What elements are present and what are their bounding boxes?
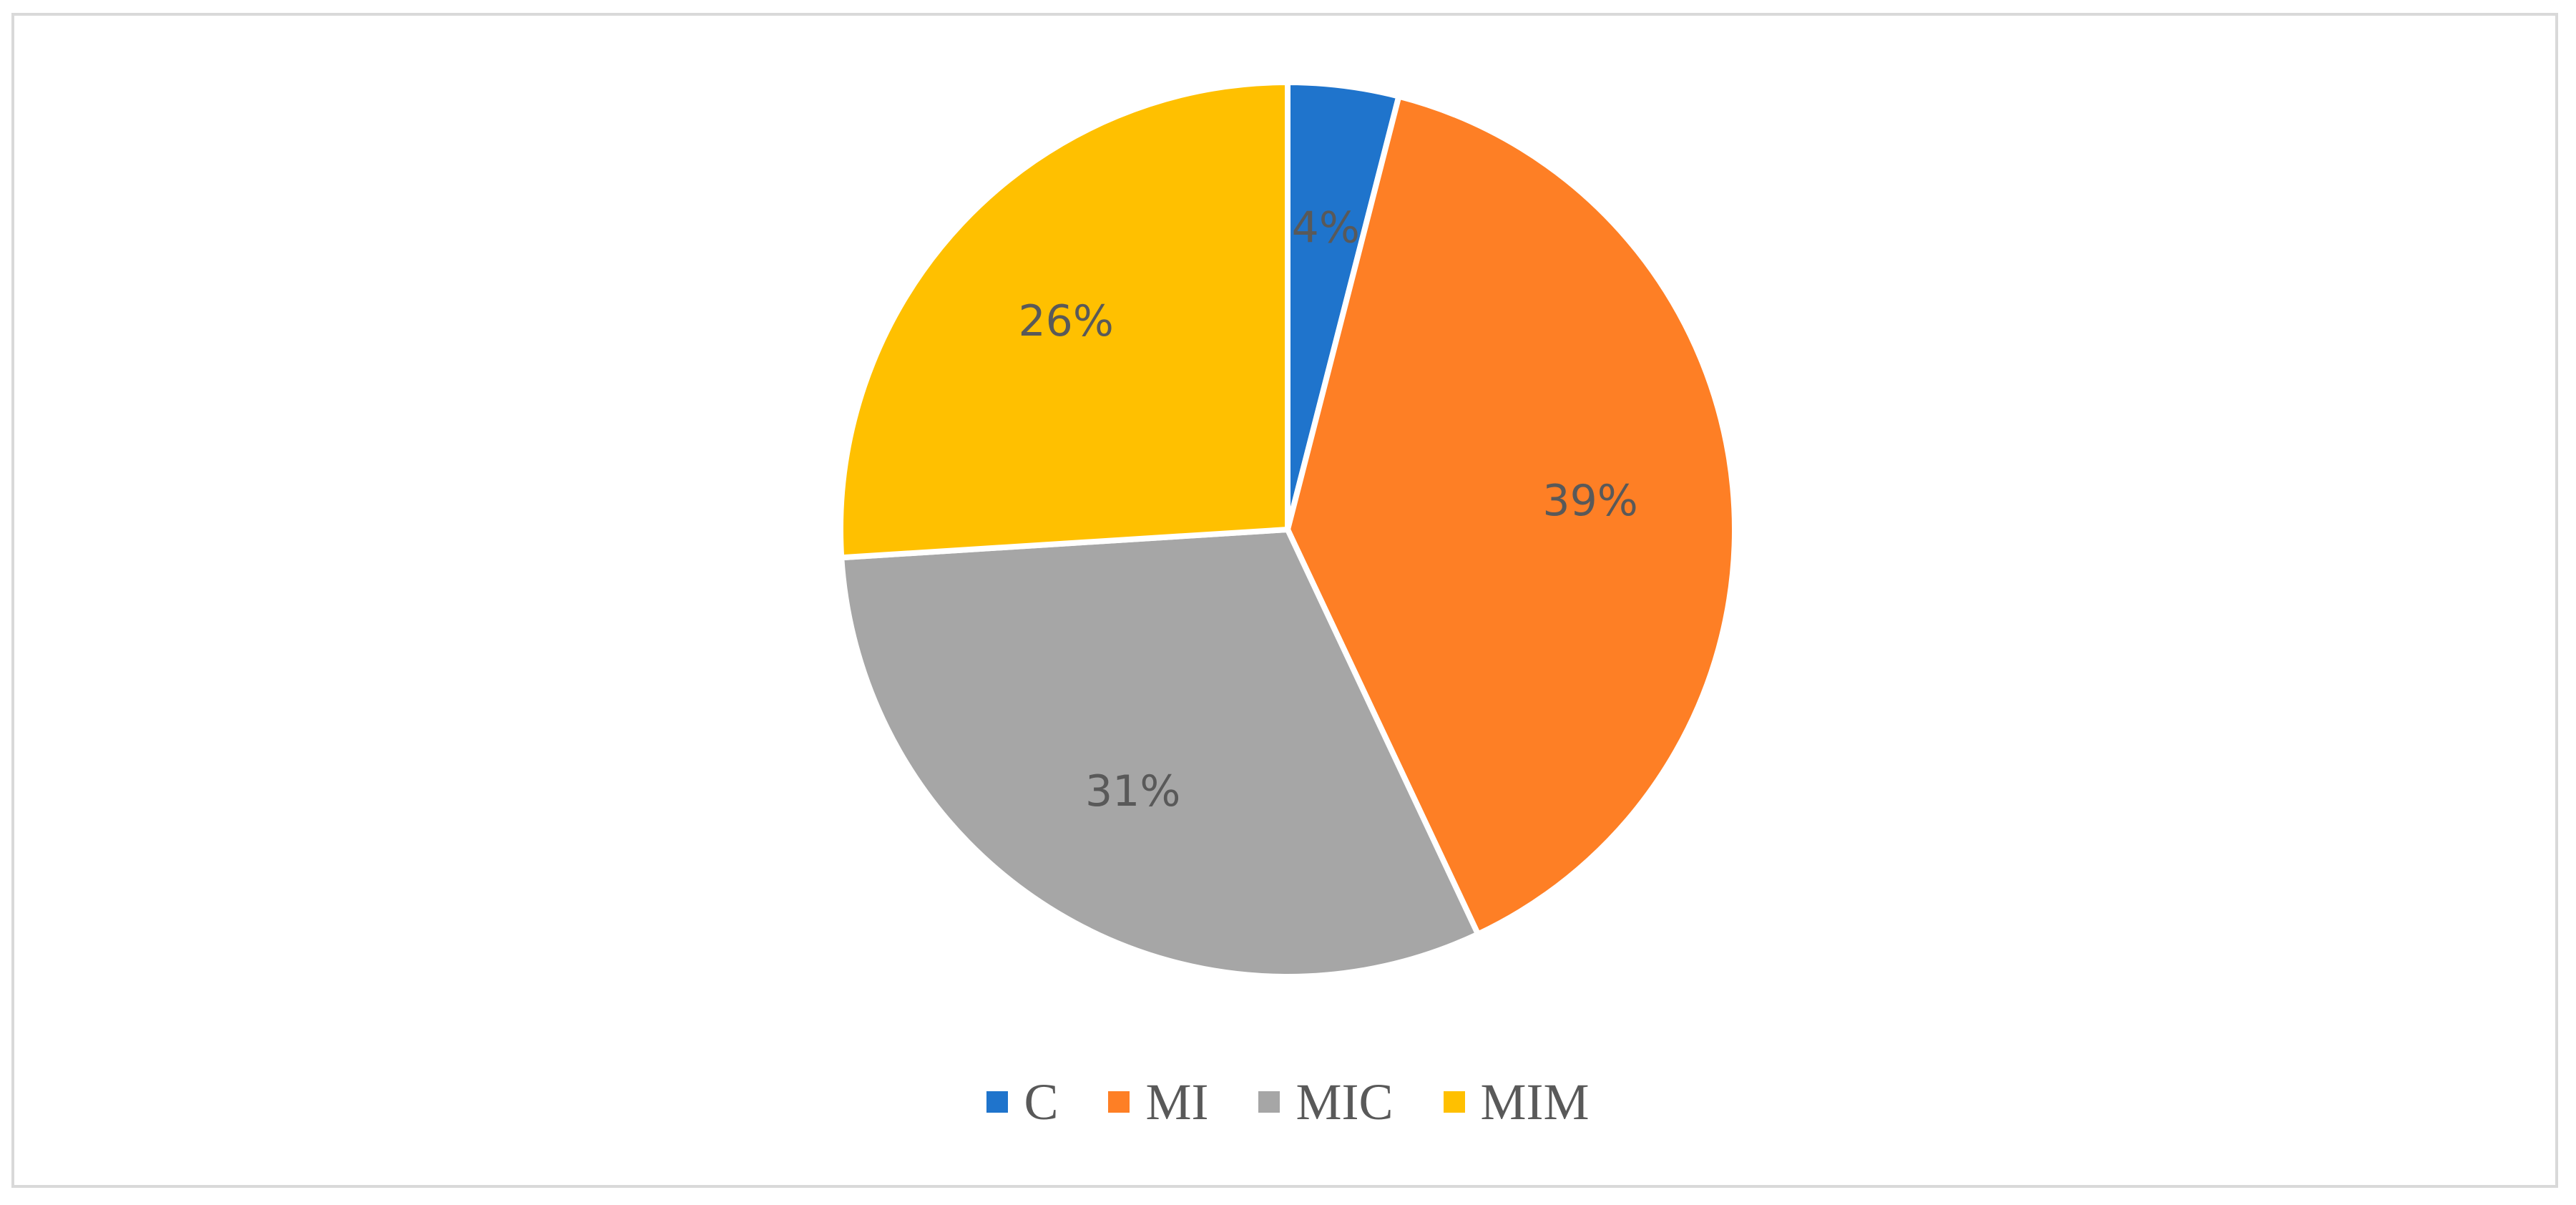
legend-item-mic: MIC	[1258, 1073, 1394, 1131]
legend-label-mic: MIC	[1296, 1073, 1394, 1131]
legend-item-mim: MIM	[1443, 1073, 1590, 1131]
pie-slice-mic	[838, 527, 1482, 980]
legend-label-mi: MI	[1145, 1073, 1209, 1131]
data-label-c: 4%	[1292, 203, 1360, 253]
pie-slice-mim	[837, 79, 1291, 561]
legend-swatch-mi	[1108, 1091, 1130, 1113]
data-label-mim: 26%	[1019, 296, 1114, 346]
legend-item-mi: MI	[1108, 1076, 1208, 1128]
pie-slice-mi	[1285, 93, 1738, 937]
data-label-mi: 39%	[1542, 476, 1637, 526]
data-label-mic: 31%	[1085, 766, 1180, 816]
legend-swatch-mim	[1443, 1091, 1465, 1113]
legend-label-c: C	[1024, 1073, 1059, 1131]
chart-legend: C MI MIC MIM	[0, 1070, 2576, 1134]
legend-item-c: C	[986, 1076, 1058, 1128]
legend-swatch-mic	[1258, 1091, 1280, 1113]
legend-swatch-c	[986, 1091, 1009, 1113]
legend-label-mim: MIM	[1480, 1073, 1590, 1131]
pie-data-labels: 4% 39% 31% 26%	[1019, 203, 1638, 816]
pie-slices	[837, 79, 1738, 980]
